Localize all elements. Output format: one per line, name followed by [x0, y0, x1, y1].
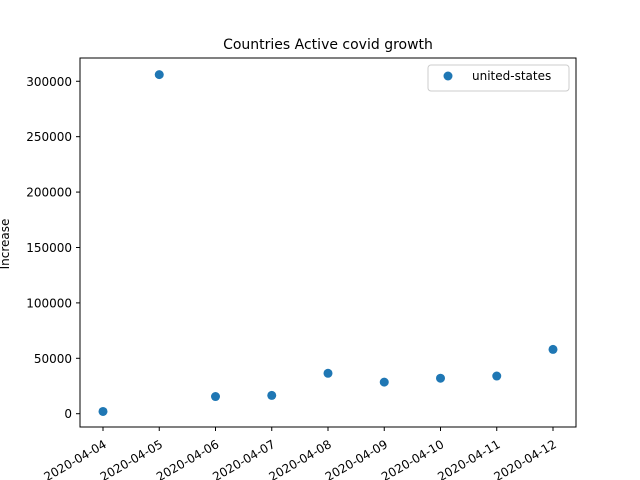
legend-box	[427, 64, 570, 92]
data-point	[211, 392, 220, 402]
y-axis-label: Increase	[0, 219, 12, 270]
data-point	[98, 406, 108, 416]
legend: united-states	[427, 64, 570, 92]
plot-area-frame	[79, 57, 577, 428]
y-tick-label: 50000	[34, 352, 72, 366]
data-point	[436, 373, 445, 383]
data-point	[379, 377, 389, 387]
y-tick-label: 100000	[26, 296, 72, 310]
legend-marker-united-states	[443, 71, 453, 81]
data-point	[492, 371, 502, 381]
chart-title: Countries Active covid growth	[223, 37, 433, 53]
y-tick-label: 250000	[26, 130, 72, 144]
y-axis-ticks: 0 50000 100000 150000 200000 250000 300000	[26, 75, 80, 421]
legend-label-united-states: united-states	[472, 69, 551, 83]
data-point	[323, 368, 333, 378]
data-point	[548, 344, 558, 354]
y-tick-label: 200000	[26, 186, 72, 200]
y-tick-label: 300000	[26, 75, 72, 89]
data-point	[154, 70, 164, 80]
data-points	[98, 70, 558, 416]
y-tick-label: 0	[64, 407, 72, 421]
data-point	[267, 390, 277, 400]
y-tick-label: 150000	[26, 241, 72, 255]
